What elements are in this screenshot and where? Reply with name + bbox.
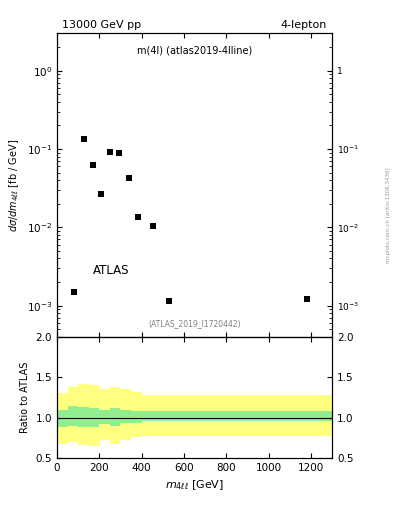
Text: mcplots.cern.ch [arXiv:1306.3436]: mcplots.cern.ch [arXiv:1306.3436] [386,167,391,263]
X-axis label: $m_{4\ell\ell}\ \mathrm{[GeV]}$: $m_{4\ell\ell}\ \mathrm{[GeV]}$ [165,479,224,493]
Text: (ATLAS_2019_I1720442): (ATLAS_2019_I1720442) [148,318,241,328]
Text: 13000 GeV pp: 13000 GeV pp [62,20,141,30]
Text: ATLAS: ATLAS [93,264,129,277]
Text: 4-lepton: 4-lepton [280,20,327,30]
Y-axis label: Ratio to ATLAS: Ratio to ATLAS [20,362,30,433]
Text: m(4l) (atlas2019-4lline): m(4l) (atlas2019-4lline) [137,46,252,55]
Y-axis label: $d\sigma/dm_{4\ell\ell}\ \mathrm{[fb\ /\ GeV]}$: $d\sigma/dm_{4\ell\ell}\ \mathrm{[fb\ /\… [7,139,21,231]
